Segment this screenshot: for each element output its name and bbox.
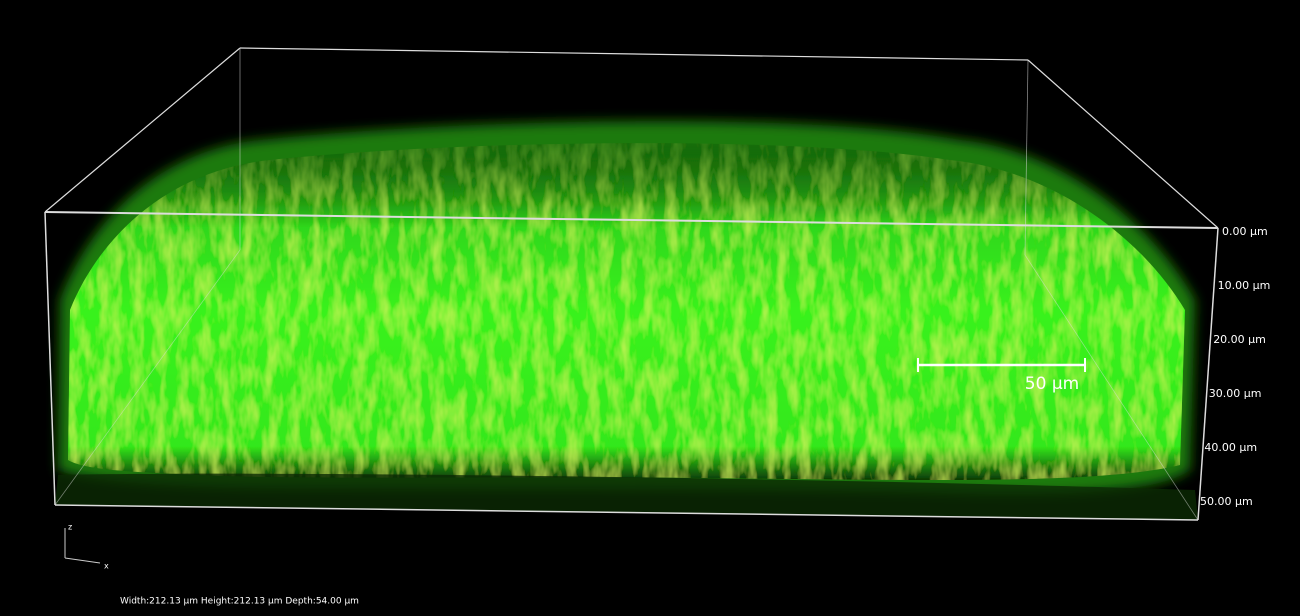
depth-label: 50.00 µm xyxy=(1200,495,1253,508)
axis-label: x xyxy=(104,562,109,571)
depth-label: 20.00 µm xyxy=(1213,333,1266,346)
depth-label: 10.00 µm xyxy=(1218,279,1271,292)
axis-label: z xyxy=(68,523,72,532)
depth-label: 30.00 µm xyxy=(1209,387,1262,400)
viewer: 0.00 µm 10.00 µm 20.00 µm 30.00 µm 40.00 µm 5… xyxy=(0,0,1300,616)
scale-label: 50 µm xyxy=(1025,374,1079,394)
biofilm-render xyxy=(55,121,1198,520)
depth-label: 40.00 µm xyxy=(1204,441,1257,454)
dimensions: Width:212.13 µm Height:212.13 µm Depth:5… xyxy=(120,597,359,607)
page: 0.00 µm 10.00 µm 20.00 µm 30.00 µm 40.00 µm 5… xyxy=(0,0,1300,616)
depth-label: 0.00 µm xyxy=(1222,225,1268,238)
